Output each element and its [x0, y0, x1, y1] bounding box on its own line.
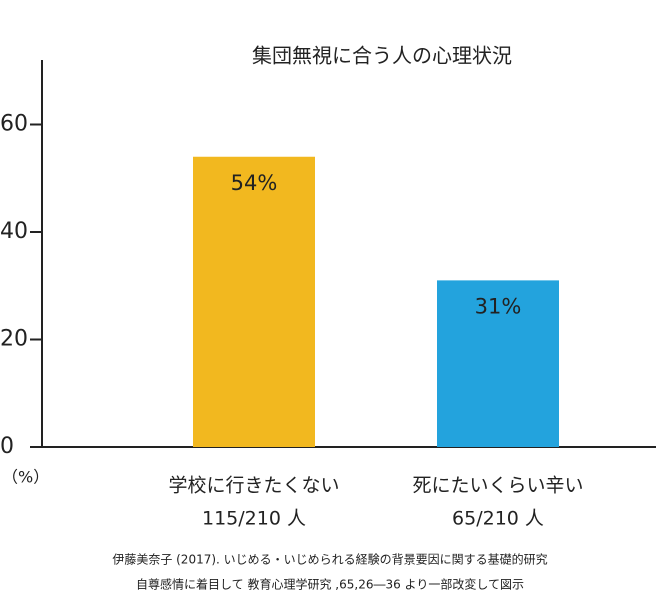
y-tick-label: 0	[0, 434, 14, 459]
y-tick-label: 20	[0, 327, 28, 352]
chart-title: 集団無視に合う人の心理状況	[252, 44, 512, 68]
x-tick-label: 死にたいくらい辛い	[412, 475, 583, 497]
value-label: 31%	[475, 294, 522, 318]
y-unit: （%）	[2, 468, 49, 487]
source-line: 自尊感情に着目して 教育心理学研究 ,65,26―36 より一部改変して図示	[136, 577, 524, 592]
bar	[437, 280, 559, 447]
source-line: 伊藤美奈子 (2017). いじめる・いじめられる経験の背景要因に関する基礎的研…	[112, 552, 547, 567]
bar	[193, 156, 315, 447]
y-tick-label: 40	[0, 219, 28, 244]
x-tick-sublabel: 115/210 人	[202, 508, 306, 530]
y-tick-label: 60	[0, 112, 28, 137]
x-tick-sublabel: 65/210 人	[452, 508, 544, 530]
x-tick-label: 学校に行きたくない	[168, 475, 339, 497]
value-label: 54%	[231, 171, 278, 195]
